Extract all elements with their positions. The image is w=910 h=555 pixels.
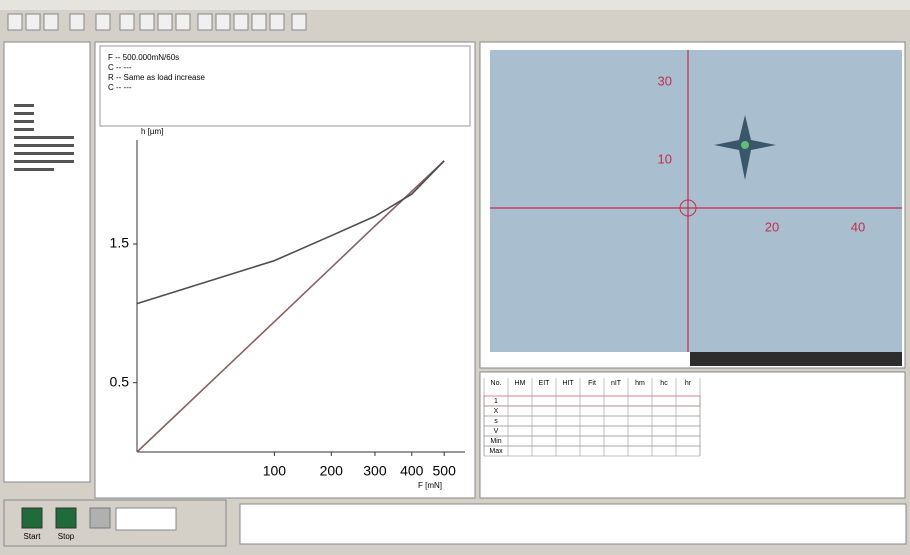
- tool-button[interactable]: [119, 13, 135, 31]
- tree-item[interactable]: [14, 152, 74, 155]
- tool-button[interactable]: [7, 13, 23, 31]
- tool-button[interactable]: [175, 13, 191, 31]
- table-header: hc: [660, 380, 668, 387]
- indent-center: [741, 141, 749, 149]
- status-box: [115, 507, 177, 531]
- scale-label: 30: [658, 73, 672, 88]
- image-toolbar: [690, 352, 902, 366]
- disabled-button: [89, 507, 111, 529]
- table-panel: [479, 371, 906, 499]
- table-row-label: 1: [494, 398, 498, 405]
- scale-label: 40: [851, 219, 865, 234]
- button-label: Start: [24, 532, 42, 541]
- scale-labels: 30 10 20 40: [658, 73, 866, 234]
- table-row-label: Min: [490, 438, 501, 445]
- tool-button[interactable]: [251, 13, 267, 31]
- table-row-label: s: [494, 418, 498, 425]
- scale-label: 20: [765, 219, 779, 234]
- menu-bar: [0, 0, 910, 10]
- y-axis-label: h [µm]: [141, 127, 163, 136]
- tree-item[interactable]: [14, 168, 54, 171]
- scale-label: 10: [658, 151, 672, 166]
- tree-item[interactable]: [14, 128, 34, 131]
- button-label: Stop: [58, 532, 75, 541]
- table-header: No.: [491, 380, 502, 387]
- series-line: [136, 160, 445, 453]
- table-header: hm: [635, 380, 645, 387]
- y-tick-label: 0.5: [110, 373, 130, 389]
- tool-button[interactable]: [69, 13, 85, 31]
- x-tick-label: 100: [263, 463, 287, 479]
- table-header: HM: [515, 380, 526, 387]
- table-header: HIT: [562, 380, 574, 387]
- table-header: nIT: [611, 380, 622, 387]
- chart: h [µm] F [mN] 0.5 1.5 100 200 300 400 500: [110, 127, 465, 490]
- settings-line: C -- ---: [108, 83, 132, 92]
- tool-button[interactable]: [95, 13, 111, 31]
- x-tick-label: 400: [400, 463, 424, 479]
- table-header: Fit: [588, 380, 596, 387]
- tool-button[interactable]: [157, 13, 173, 31]
- results-table: No. HM EIT HIT Fit nIT hm hc hr 1 XsV Min Max: [483, 378, 701, 457]
- y-tick-label: 1.5: [110, 235, 130, 251]
- table-row-label: Max: [489, 448, 503, 455]
- settings-line: F -- 500.000mN/60s: [108, 53, 179, 62]
- x-axis-label: F [mN]: [418, 481, 442, 490]
- x-tick-label: 200: [320, 463, 344, 479]
- table-row-label: X: [494, 408, 499, 415]
- tree-item[interactable]: [14, 136, 74, 139]
- tool-button[interactable]: [25, 13, 41, 31]
- crosshair-circle: [679, 199, 697, 217]
- table-header: EIT: [539, 380, 551, 387]
- x-tick-label: 300: [363, 463, 387, 479]
- settings-box: [99, 45, 471, 127]
- tool-button[interactable]: [269, 13, 285, 31]
- table-header: hr: [685, 380, 692, 387]
- tree-panel: [3, 41, 91, 483]
- tree-items: [14, 104, 74, 171]
- stop-button[interactable]: [55, 507, 77, 529]
- tool-button[interactable]: [215, 13, 231, 31]
- tool-button[interactable]: [139, 13, 155, 31]
- tree-item[interactable]: [14, 120, 34, 123]
- tool-button[interactable]: [43, 13, 59, 31]
- tool-button[interactable]: [197, 13, 213, 31]
- table-row-label: V: [494, 428, 499, 435]
- tree-item[interactable]: [14, 104, 34, 107]
- settings-line: C -- ---: [108, 63, 132, 72]
- series-line: [136, 160, 445, 305]
- tree-item[interactable]: [14, 144, 74, 147]
- tool-button[interactable]: [233, 13, 249, 31]
- message-area: [239, 503, 907, 545]
- tool-button[interactable]: [291, 13, 307, 31]
- settings-line: R -- Same as load increase: [108, 73, 205, 82]
- x-tick-label: 500: [433, 463, 457, 479]
- toolbar: [7, 13, 307, 31]
- tree-item[interactable]: [14, 112, 34, 115]
- tree-item[interactable]: [14, 160, 74, 163]
- micrograph: [490, 50, 902, 352]
- start-button[interactable]: [21, 507, 43, 529]
